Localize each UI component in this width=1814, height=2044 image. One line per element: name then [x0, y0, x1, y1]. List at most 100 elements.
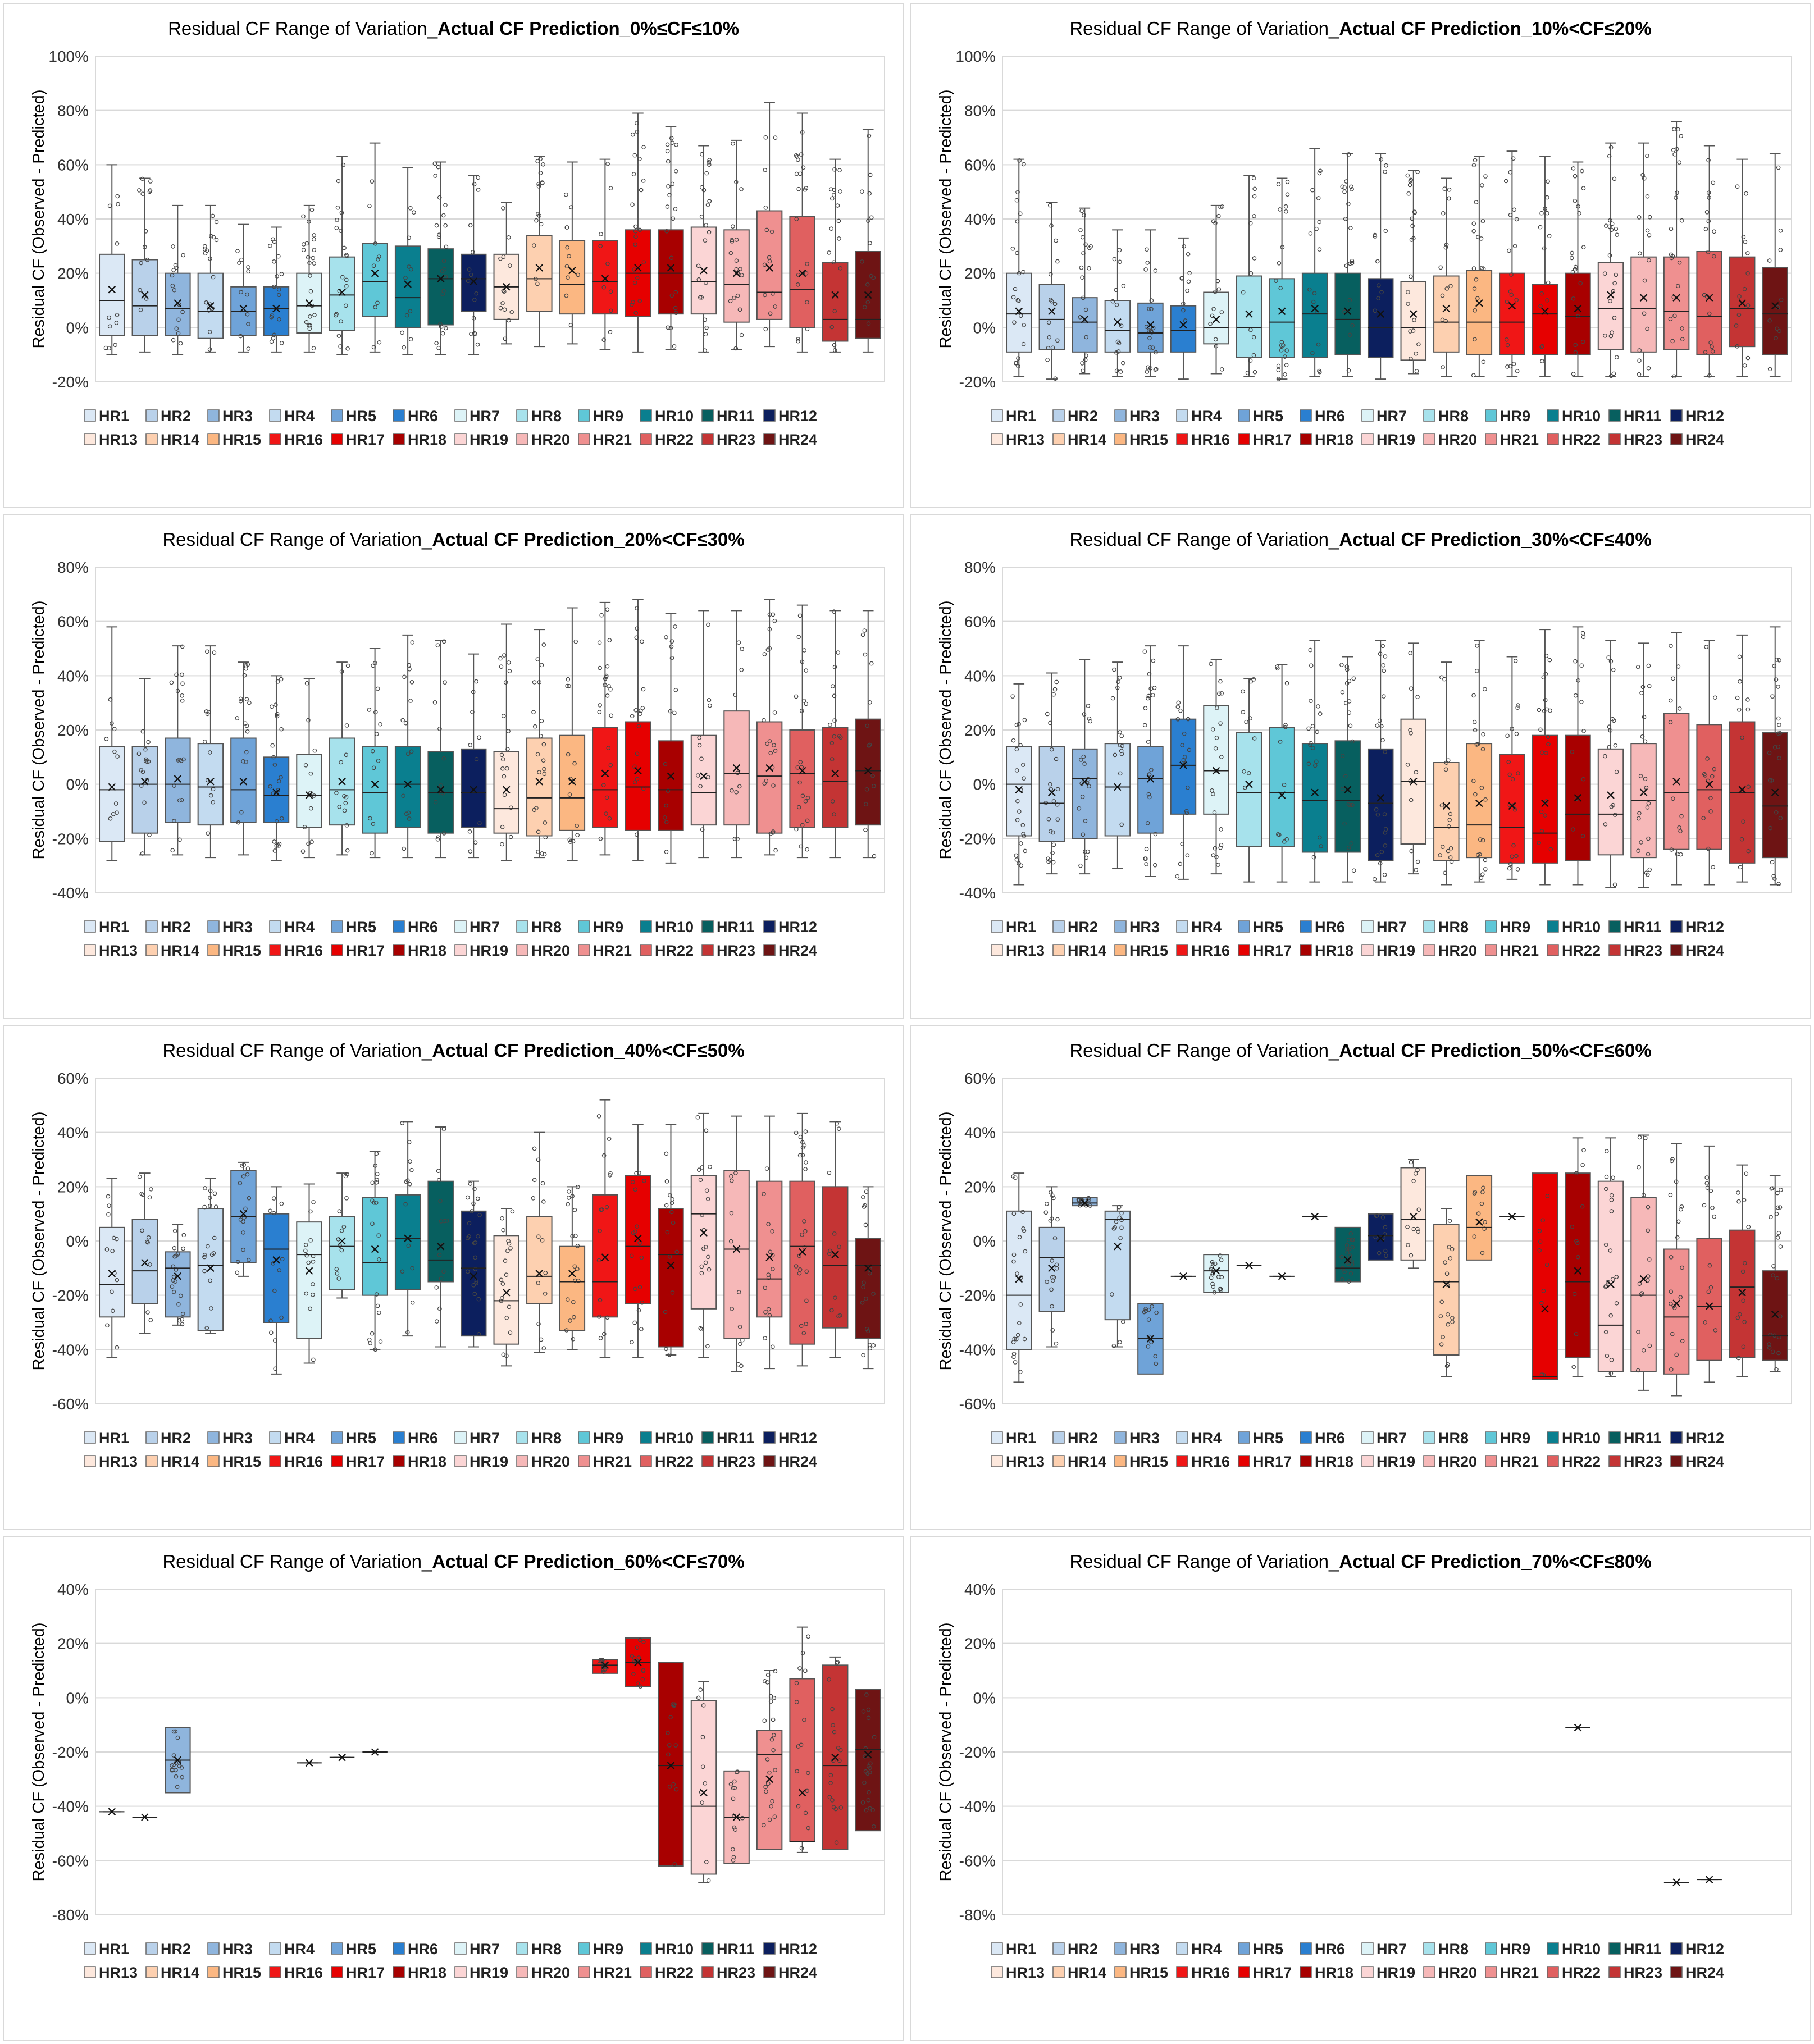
box-body: [724, 1170, 749, 1339]
box-body: [461, 1211, 486, 1336]
legend-swatch: [1053, 1967, 1064, 1978]
legend-label: HR1: [99, 919, 129, 936]
legend-swatch: [270, 945, 281, 956]
legend-label: HR4: [1191, 1941, 1222, 1958]
box-body: [855, 719, 880, 825]
legend-label: HR9: [593, 1941, 623, 1958]
y-tick-label: 0%: [66, 319, 89, 336]
legend-swatch: [1362, 1967, 1373, 1978]
legend-swatch: [1300, 1967, 1311, 1978]
legend-swatch: [517, 434, 528, 445]
legend-swatch: [1238, 1456, 1250, 1467]
y-tick-label: 80%: [964, 559, 996, 576]
legend-label: HR17: [346, 1964, 385, 1981]
legend-swatch: [393, 1967, 404, 1978]
box-hr11: [1335, 1228, 1360, 1283]
y-tick-label: -20%: [52, 373, 89, 391]
box-body: [1302, 273, 1327, 358]
box-body: [1368, 1214, 1393, 1260]
box-body: [461, 749, 486, 828]
legend-label: HR4: [1191, 1430, 1222, 1447]
box-body: [757, 1181, 782, 1317]
legend-swatch: [1547, 1967, 1558, 1978]
legend-swatch: [702, 410, 713, 421]
y-tick-label: -40%: [52, 1798, 89, 1815]
legend-label: HR20: [531, 1453, 570, 1470]
box-body: [757, 722, 782, 833]
legend-label: HR16: [1191, 942, 1230, 959]
legend-label: HR17: [1253, 431, 1292, 448]
legend-label: HR16: [284, 431, 323, 448]
box-body: [99, 746, 124, 841]
legend-swatch: [270, 1432, 281, 1443]
legend-label: HR5: [346, 1941, 376, 1958]
box-body: [1237, 733, 1261, 847]
chart-title: Residual CF Range of Variation_Actual CF…: [1069, 1040, 1651, 1061]
legend-swatch: [1485, 1943, 1497, 1954]
legend-swatch: [455, 410, 466, 421]
legend-label: HR7: [470, 408, 500, 425]
y-tick-label: 80%: [57, 102, 89, 120]
box-body: [1598, 749, 1623, 855]
y-tick-label: 20%: [57, 1178, 89, 1196]
legend-label: HR10: [655, 919, 694, 936]
box-body: [592, 1195, 617, 1317]
legend-swatch: [208, 945, 219, 956]
legend-label: HR14: [161, 1453, 199, 1470]
legend-label: HR13: [99, 942, 138, 959]
legend-label: HR23: [717, 1453, 755, 1470]
legend-label: HR10: [655, 1430, 694, 1447]
legend-label: HR14: [1068, 1453, 1106, 1470]
y-tick-label: 80%: [57, 559, 89, 576]
y-tick-label: 60%: [57, 1070, 89, 1087]
legend-swatch: [270, 410, 281, 421]
legend-label: HR11: [1624, 919, 1662, 936]
box-body: [1631, 1198, 1656, 1371]
box-body: [1040, 284, 1064, 349]
legend-label: HR7: [1377, 919, 1407, 936]
legend-swatch: [1177, 921, 1188, 932]
legend-swatch: [331, 921, 343, 932]
chart-title: Residual CF Range of Variation_Actual CF…: [168, 18, 739, 39]
box-body: [1302, 743, 1327, 852]
legend-swatch: [1300, 410, 1311, 421]
box-body: [790, 730, 814, 828]
legend-label: HR7: [470, 1430, 500, 1447]
legend-label: HR22: [655, 1964, 694, 1981]
box-body: [264, 287, 289, 336]
legend-label: HR3: [1129, 1941, 1160, 1958]
legend-swatch: [1177, 1967, 1188, 1978]
legend-label: HR1: [1006, 1430, 1036, 1447]
legend-label: HR12: [778, 1430, 817, 1447]
legend-label: HR5: [346, 408, 376, 425]
y-tick-label: 100%: [955, 48, 996, 65]
legend-label: HR3: [222, 1430, 253, 1447]
chart-panel-6: Residual CF Range of Variation_Actual CF…: [907, 1022, 1814, 1533]
legend-label: HR2: [161, 1430, 191, 1447]
legend-swatch: [640, 1967, 651, 1978]
y-tick-label: 60%: [964, 1070, 996, 1087]
legend-swatch: [702, 945, 713, 956]
box-body: [658, 230, 683, 314]
legend-swatch: [1424, 921, 1435, 932]
legend-swatch: [1177, 945, 1188, 956]
legend-swatch: [517, 1456, 528, 1467]
legend-label: HR2: [161, 1941, 191, 1958]
legend-swatch: [270, 921, 281, 932]
legend-swatch: [208, 1967, 219, 1978]
legend-swatch: [702, 1456, 713, 1467]
legend-swatch: [84, 1943, 95, 1954]
legend-label: HR7: [1377, 408, 1407, 425]
legend-swatch: [1485, 434, 1497, 445]
legend-label: HR9: [593, 1430, 623, 1447]
legend-label: HR4: [1191, 408, 1222, 425]
legend-swatch: [1671, 921, 1682, 932]
legend-label: HR1: [1006, 408, 1036, 425]
legend-label: HR9: [593, 408, 623, 425]
y-axis-label: Residual CF (Observed - Predicted): [937, 601, 955, 860]
box-body: [1467, 1176, 1492, 1260]
chart-title: Residual CF Range of Variation_Actual CF…: [1069, 529, 1651, 550]
legend-label: HR15: [222, 1964, 261, 1981]
box-body: [560, 241, 585, 314]
legend-swatch: [578, 1943, 590, 1954]
